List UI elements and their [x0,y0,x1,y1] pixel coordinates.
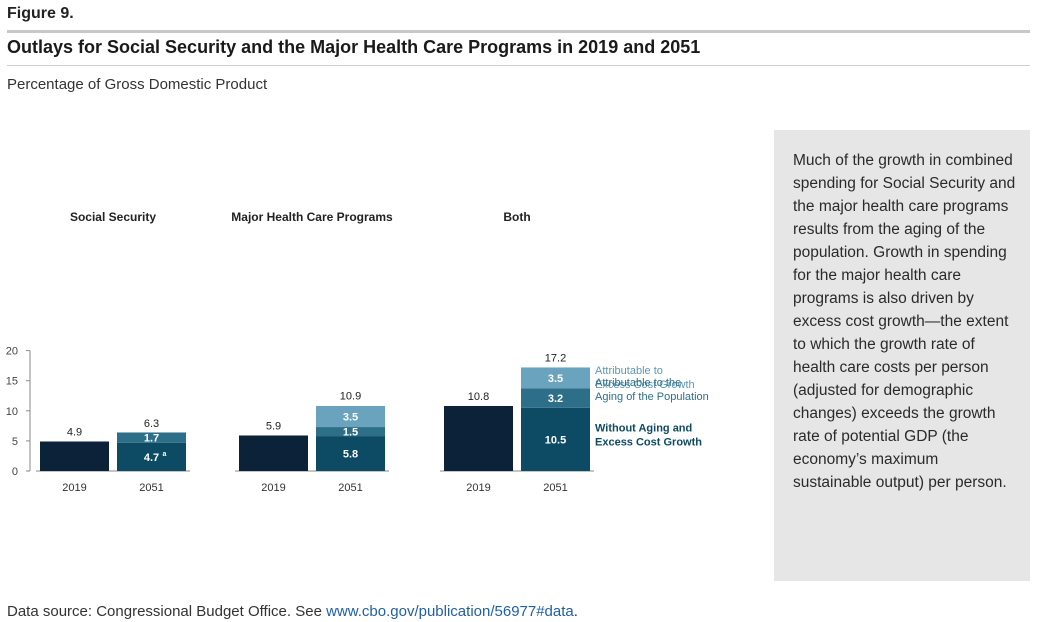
bar-segment-excess [316,405,385,428]
y-tick-label: 5 [12,436,18,448]
chart-title: Outlays for Social Security and the Majo… [7,37,701,57]
footnote-marker: a [163,451,167,458]
bar-segment-base [316,436,385,471]
group-title: Social Security [70,210,156,224]
top-rule [7,30,1030,33]
y-tick-label: 20 [6,346,18,358]
y-tick-label: 15 [6,376,18,388]
bar-total-label: 4.9 [67,427,82,439]
segment-label: 1.7 [144,433,159,445]
x-tick-label: 2051 [543,482,567,494]
source-prefix: Data source: Congressional Budget Office… [7,603,327,620]
bar-chart: 0 5 10 15 20 Social Security 4.9 2019 4.7 a 1.7 6.3… [6,210,709,494]
bar-2019 [40,441,109,471]
legend-label-base: Without Aging and [595,422,692,434]
bar-2019 [239,435,308,471]
bar-segment-aging [521,388,590,408]
segment-label: 3.5 [343,412,358,424]
segment-label: 5.8 [343,449,358,461]
bar-total-label: 10.8 [468,391,489,403]
bar-segment-base [117,442,186,471]
title-rule [7,65,1030,66]
segment-label: 3.5 [548,373,563,385]
explanatory-note: Much of the growth in combined spending … [774,130,1030,581]
figure-label: Figure 9. [7,5,74,22]
legend-label-excess: Excess Cost Growth [595,379,695,391]
bar-segment-aging [316,427,385,437]
segment-label: 10.5 [545,434,566,446]
chart-subtitle: Percentage of Gross Domestic Product [7,76,268,93]
bar-segment-base [521,407,590,471]
bar-segment-excess [521,367,590,389]
x-tick-label: 2019 [62,482,86,494]
legend-label-excess: Attributable to [595,365,663,377]
legend-label-aging: Aging of the Population [595,391,709,403]
group-title: Both [503,210,530,224]
bar-total-label: 17.2 [545,352,566,364]
x-tick-label: 2019 [261,482,285,494]
y-tick-label: 10 [6,406,18,418]
bar-total-label: 6.3 [144,418,159,430]
bar-segment-aging [117,432,186,443]
segment-label: 1.5 [343,427,358,439]
group-title: Major Health Care Programs [231,210,393,224]
bar-total-label: 10.9 [340,390,361,402]
legend-label-base: Excess Cost Growth [595,436,702,448]
segment-label: 4.7 [144,452,159,464]
y-tick-label: 0 [12,466,18,478]
x-tick-label: 2019 [466,482,490,494]
note-text: Much of the growth in combined spending … [793,152,1016,491]
data-source: Data source: Congressional Budget Office… [7,603,578,620]
segment-label: 3.2 [548,393,563,405]
bar-total-label: 5.9 [266,420,281,432]
bar-2019 [444,405,513,471]
source-suffix: . [573,603,578,620]
legend-label-aging: Attributable to the [595,377,681,389]
source-link[interactable]: www.cbo.gov/publication/56977#data [326,603,574,620]
x-tick-label: 2051 [139,482,163,494]
x-tick-label: 2051 [338,482,362,494]
